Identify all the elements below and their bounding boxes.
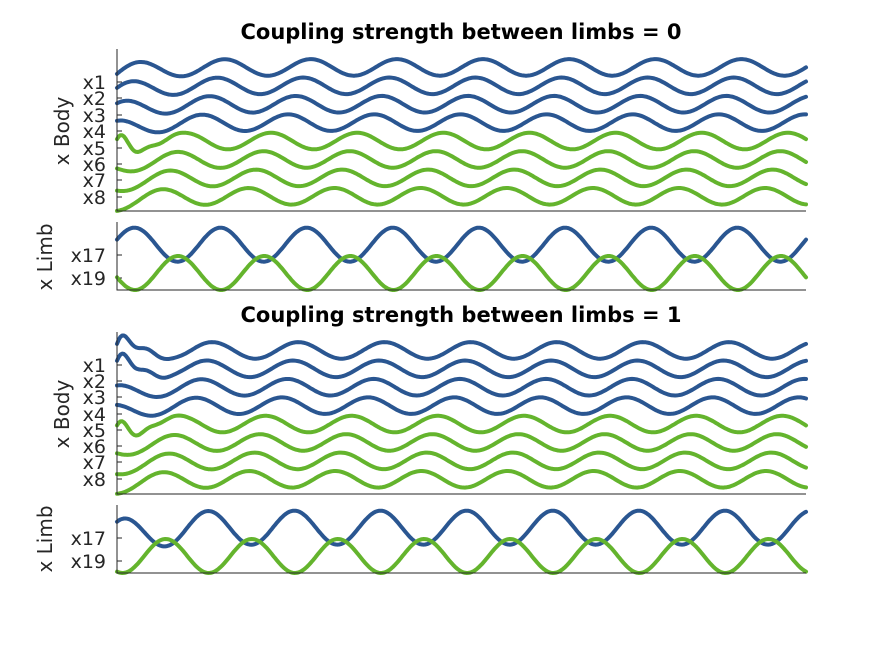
y-tick-label-x3: x3 xyxy=(83,387,106,409)
y-axis-label: x Body xyxy=(50,379,74,448)
y-axis-label: x Limb xyxy=(33,223,57,290)
series-line-x5 xyxy=(115,130,808,154)
y-tick-label-x19: x19 xyxy=(71,268,106,290)
y-tick-label-x4: x4 xyxy=(83,404,106,426)
y-tick-label-x4: x4 xyxy=(83,121,106,143)
y-tick-label-x7: x7 xyxy=(83,452,106,474)
y-axis-label: x Limb xyxy=(33,505,57,572)
series-line-x2 xyxy=(115,75,808,97)
series-line-x4 xyxy=(115,112,808,135)
y-tick-label-x8: x8 xyxy=(83,187,106,209)
panel-title: Coupling strength between limbs = 0 xyxy=(240,20,681,44)
panel-title: Coupling strength between limbs = 1 xyxy=(240,303,681,327)
axis-box xyxy=(116,505,806,574)
y-tick-label-x3: x3 xyxy=(83,105,106,127)
y-tick-label-x6: x6 xyxy=(83,154,106,176)
y-tick-label-x17: x17 xyxy=(71,528,106,550)
y-tick-label-x6: x6 xyxy=(83,436,106,458)
axis-box xyxy=(116,332,806,495)
series-line-x17 xyxy=(115,508,808,549)
series-line-x3 xyxy=(115,376,808,399)
y-tick-label-x2: x2 xyxy=(83,88,106,110)
series-line-x4 xyxy=(115,395,808,418)
axis-box xyxy=(116,49,806,212)
y-axis-label: x Body xyxy=(50,96,74,165)
series-line-x1 xyxy=(115,333,808,361)
series-line-x8 xyxy=(115,186,808,213)
y-tick-label-x19: x19 xyxy=(71,551,106,573)
series-line-x19 xyxy=(115,537,808,575)
panel-body-coupling-0: Coupling strength between limbs = 0 x Bo… xyxy=(50,20,808,213)
axis-box xyxy=(116,222,806,291)
y-tick-label-x8: x8 xyxy=(83,469,106,491)
y-tick-label-x1: x1 xyxy=(83,72,106,94)
y-tick-label-x2: x2 xyxy=(83,371,106,393)
y-tick-label-x7: x7 xyxy=(83,170,106,192)
series-line-x17 xyxy=(115,225,808,264)
panel-body-coupling-1: Coupling strength between limbs = 1 x Bo… xyxy=(50,303,808,496)
y-tick-label-x17: x17 xyxy=(71,245,106,267)
series-line-x7 xyxy=(115,167,808,193)
series-line-x19 xyxy=(115,254,808,292)
series-line-x6 xyxy=(115,432,808,457)
y-tick-label-x5: x5 xyxy=(83,420,106,442)
series-line-x8 xyxy=(115,469,808,496)
series-line-x7 xyxy=(115,450,808,477)
series-line-x2 xyxy=(115,351,808,380)
series-line-x5 xyxy=(115,413,808,438)
series-line-x1 xyxy=(115,57,808,79)
y-tick-label-x1: x1 xyxy=(83,355,106,377)
y-tick-label-x5: x5 xyxy=(83,138,106,160)
series-line-x6 xyxy=(115,149,808,174)
series-line-x3 xyxy=(115,93,808,116)
